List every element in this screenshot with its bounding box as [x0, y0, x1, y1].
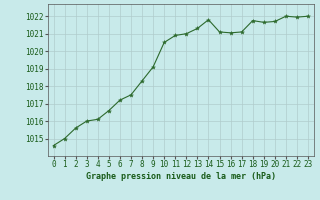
X-axis label: Graphe pression niveau de la mer (hPa): Graphe pression niveau de la mer (hPa) [86, 172, 276, 181]
